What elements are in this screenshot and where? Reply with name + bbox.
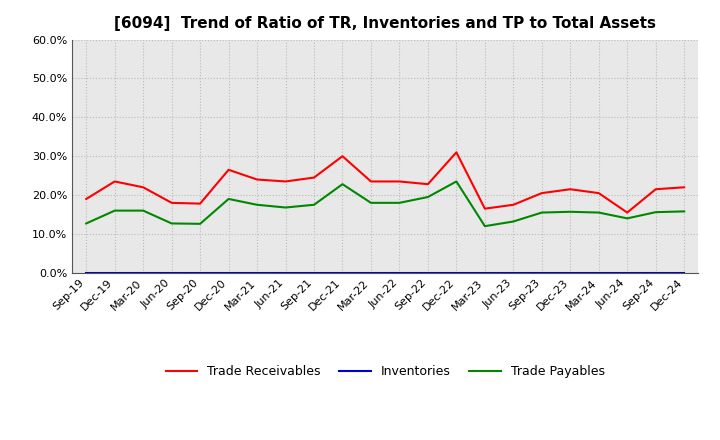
- Trade Receivables: [253, 177, 261, 182]
- Trade Receivables: [338, 154, 347, 159]
- Trade Payables: [509, 219, 518, 224]
- Trade Payables: [680, 209, 688, 214]
- Trade Payables: [196, 221, 204, 227]
- Trade Payables: [139, 208, 148, 213]
- Trade Receivables: [566, 187, 575, 192]
- Inventories: [282, 270, 290, 275]
- Trade Receivables: [680, 185, 688, 190]
- Inventories: [110, 270, 119, 275]
- Trade Payables: [282, 205, 290, 210]
- Line: Trade Receivables: Trade Receivables: [86, 152, 684, 213]
- Trade Payables: [82, 221, 91, 226]
- Inventories: [452, 270, 461, 275]
- Title: [6094]  Trend of Ratio of TR, Inventories and TP to Total Assets: [6094] Trend of Ratio of TR, Inventories…: [114, 16, 656, 32]
- Trade Receivables: [139, 185, 148, 190]
- Trade Receivables: [196, 201, 204, 206]
- Trade Receivables: [452, 150, 461, 155]
- Trade Payables: [537, 210, 546, 215]
- Trade Payables: [480, 224, 489, 229]
- Trade Receivables: [537, 191, 546, 196]
- Trade Receivables: [623, 210, 631, 215]
- Trade Receivables: [395, 179, 404, 184]
- Trade Receivables: [595, 191, 603, 196]
- Trade Payables: [253, 202, 261, 207]
- Trade Receivables: [82, 196, 91, 202]
- Inventories: [509, 270, 518, 275]
- Trade Receivables: [366, 179, 375, 184]
- Inventories: [196, 270, 204, 275]
- Trade Payables: [395, 200, 404, 205]
- Inventories: [623, 270, 631, 275]
- Trade Receivables: [310, 175, 318, 180]
- Inventories: [480, 270, 489, 275]
- Inventories: [310, 270, 318, 275]
- Trade Payables: [366, 200, 375, 205]
- Trade Receivables: [225, 167, 233, 172]
- Line: Trade Payables: Trade Payables: [86, 181, 684, 226]
- Inventories: [167, 270, 176, 275]
- Trade Payables: [623, 216, 631, 221]
- Trade Receivables: [480, 206, 489, 211]
- Trade Payables: [225, 196, 233, 202]
- Trade Payables: [452, 179, 461, 184]
- Inventories: [652, 270, 660, 275]
- Trade Receivables: [167, 200, 176, 205]
- Trade Receivables: [423, 182, 432, 187]
- Inventories: [680, 270, 688, 275]
- Inventories: [566, 270, 575, 275]
- Trade Payables: [338, 182, 347, 187]
- Trade Payables: [110, 208, 119, 213]
- Inventories: [82, 270, 91, 275]
- Inventories: [366, 270, 375, 275]
- Trade Payables: [310, 202, 318, 207]
- Trade Payables: [566, 209, 575, 214]
- Trade Payables: [423, 194, 432, 200]
- Inventories: [225, 270, 233, 275]
- Inventories: [595, 270, 603, 275]
- Inventories: [395, 270, 404, 275]
- Trade Receivables: [282, 179, 290, 184]
- Legend: Trade Receivables, Inventories, Trade Payables: Trade Receivables, Inventories, Trade Pa…: [161, 360, 610, 383]
- Inventories: [537, 270, 546, 275]
- Trade Receivables: [509, 202, 518, 207]
- Trade Payables: [652, 209, 660, 215]
- Inventories: [423, 270, 432, 275]
- Trade Receivables: [652, 187, 660, 192]
- Trade Payables: [167, 221, 176, 226]
- Inventories: [338, 270, 347, 275]
- Trade Payables: [595, 210, 603, 215]
- Inventories: [139, 270, 148, 275]
- Inventories: [253, 270, 261, 275]
- Trade Receivables: [110, 179, 119, 184]
